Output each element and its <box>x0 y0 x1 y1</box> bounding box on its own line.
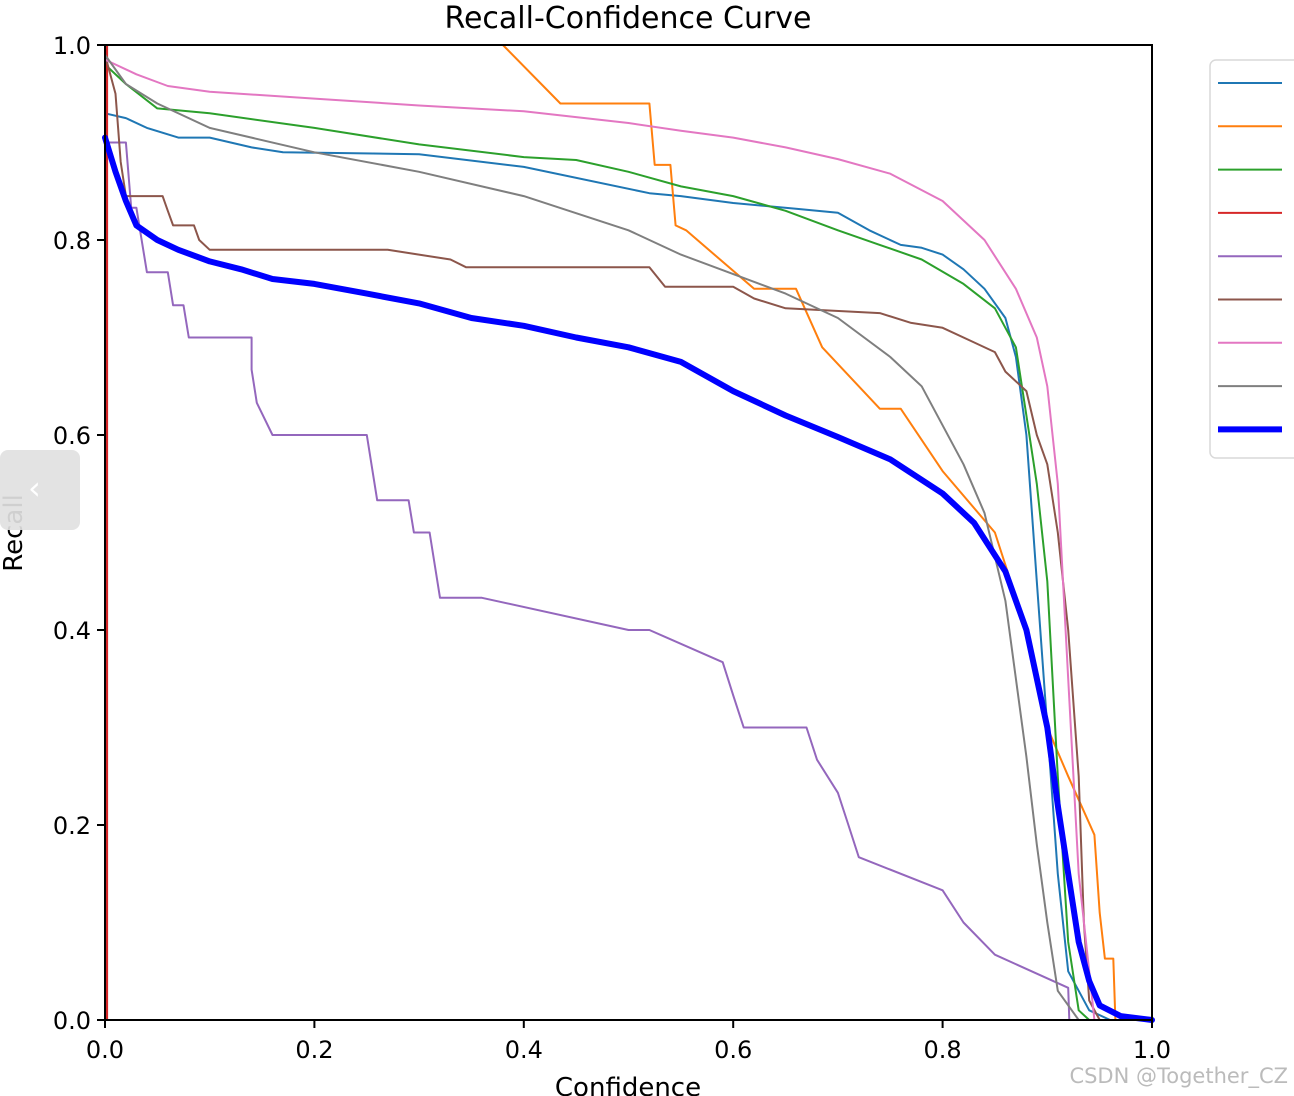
series-line-7 <box>104 58 1096 1021</box>
x-tick-label: 0.4 <box>505 1036 543 1064</box>
series-line-6 <box>104 53 1101 1021</box>
y-tick-label: 0.8 <box>53 227 91 255</box>
y-tick-label: 0.0 <box>53 1007 91 1035</box>
x-tick-label: 0.8 <box>924 1036 962 1064</box>
y-tick-label: 0.4 <box>53 617 91 645</box>
series-line-1 <box>104 112 1112 1021</box>
x-tick-label: 0.6 <box>714 1036 752 1064</box>
y-tick-label: 0.6 <box>53 422 91 450</box>
x-tick-label: 0.0 <box>86 1036 124 1064</box>
x-tick-label: 1.0 <box>1133 1036 1171 1064</box>
series-line-5 <box>104 141 1071 1021</box>
watermark: CSDN @Together_CZ <box>1069 1064 1288 1088</box>
axis-layer: 0.0 0.2 0.4 0.6 0.8 1.0 0.0 0.2 0.4 0.6 0.8 1.0 <box>53 32 1171 1064</box>
series-line-3 <box>104 63 1091 1021</box>
series-line-2 <box>501 44 1117 1021</box>
series-layer <box>102 44 1155 1023</box>
previous-slide-button[interactable]: ‹ <box>0 450 80 530</box>
legend-box <box>1209 59 1294 459</box>
plot-frame <box>104 44 1153 1021</box>
x-tick-label: 0.2 <box>295 1036 333 1064</box>
x-axis-label: Confidence <box>555 1073 701 1096</box>
y-tick-label: 1.0 <box>53 32 91 60</box>
chevron-left-icon: ‹ <box>28 469 41 507</box>
legend <box>1209 59 1294 459</box>
chart-title: Recall-Confidence Curve <box>444 1 811 36</box>
y-tick-label: 0.2 <box>53 812 91 840</box>
series-line-9 <box>102 134 1155 1023</box>
series-line-8 <box>104 53 1080 1021</box>
